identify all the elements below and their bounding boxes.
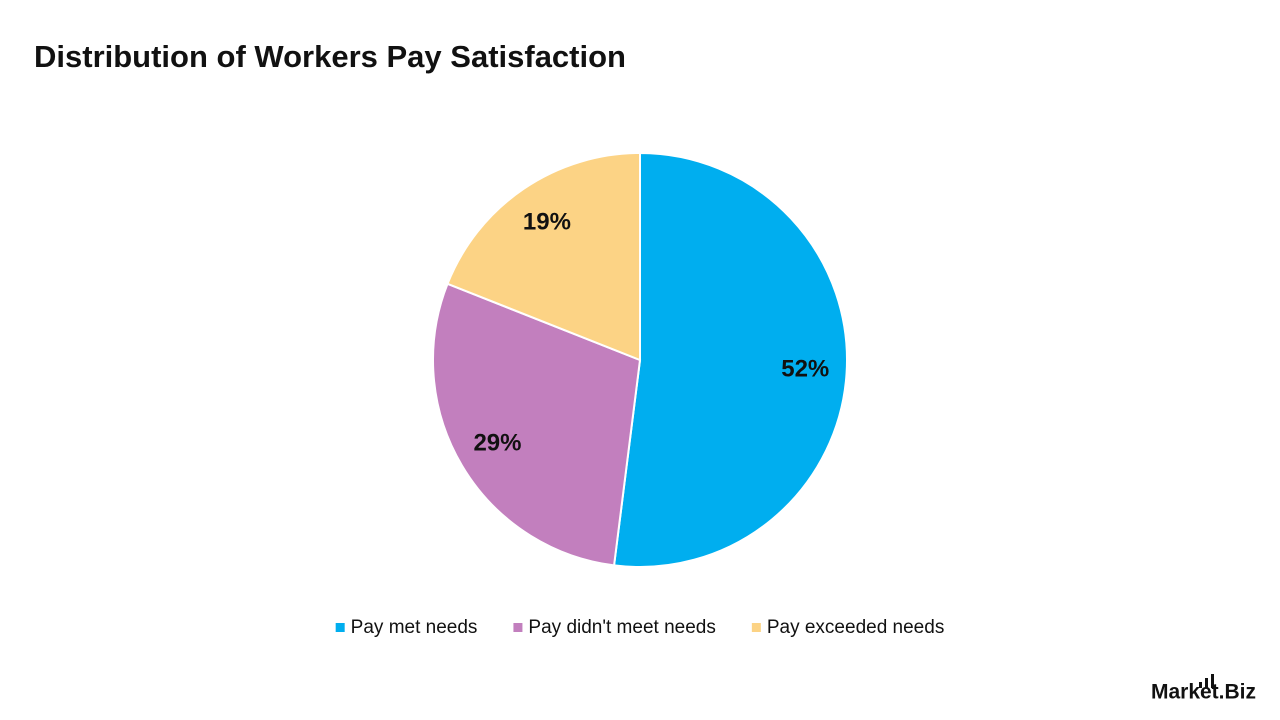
brand-logo: Market.Biz bbox=[1151, 681, 1256, 704]
pie-slice bbox=[446, 151, 641, 362]
pie-slice bbox=[432, 282, 642, 567]
logo-icon bbox=[1199, 674, 1214, 688]
data-label: 52% bbox=[781, 356, 829, 383]
data-label: 29% bbox=[473, 430, 521, 457]
legend-label: Pay met needs bbox=[351, 617, 478, 638]
data-label: 19% bbox=[523, 208, 571, 235]
legend-swatch bbox=[513, 623, 523, 632]
legend-swatch bbox=[751, 623, 761, 632]
legend-label: Pay exceeded needs bbox=[767, 617, 944, 638]
legend-label: Pay didn't meet needs bbox=[528, 617, 715, 638]
legend-swatch bbox=[335, 623, 345, 632]
legend: Pay met needs Pay didn't meet needs Pay ex… bbox=[335, 617, 944, 638]
pie-slice bbox=[612, 151, 848, 568]
chart-title: Distribution of Workers Pay Satisfaction bbox=[34, 39, 626, 74]
